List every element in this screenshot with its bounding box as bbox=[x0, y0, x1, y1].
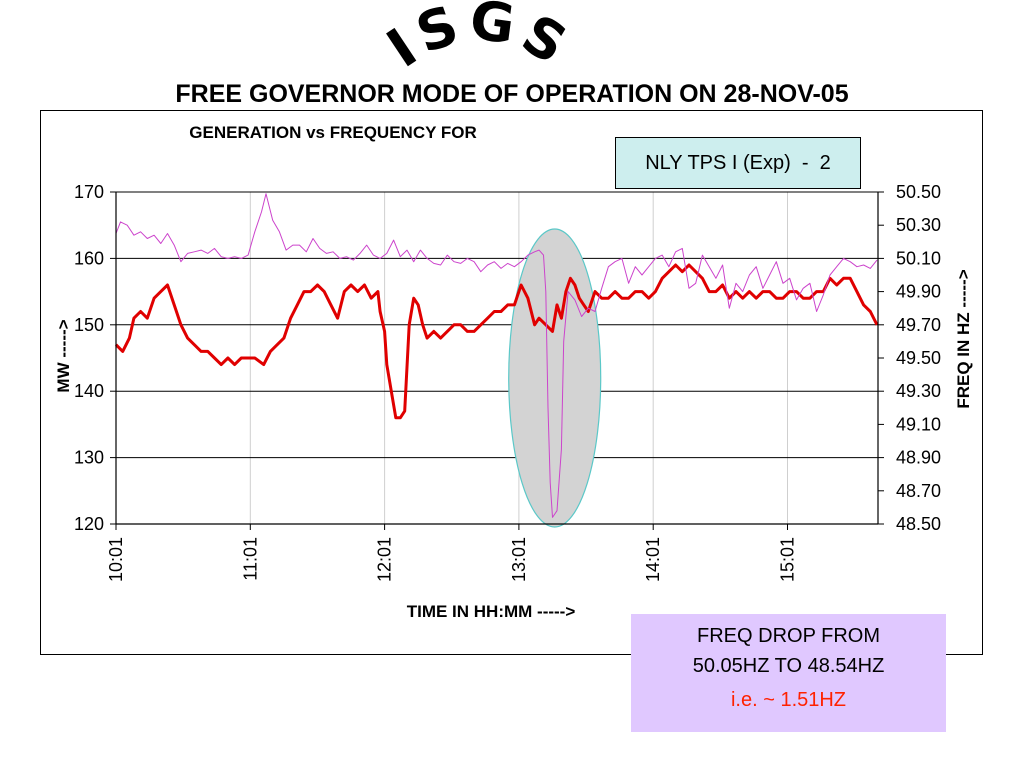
y-right-tick-label: 49.90 bbox=[896, 282, 941, 302]
y-left-tick-label: 140 bbox=[74, 381, 104, 401]
y-right-tick-label: 50.30 bbox=[896, 215, 941, 235]
y-right-tick-label: 48.50 bbox=[896, 514, 941, 534]
chart-title: GENERATION vs FREQUENCY FOR bbox=[189, 123, 476, 142]
x-tick-label: 11:01 bbox=[240, 537, 260, 581]
frequency-line bbox=[115, 193, 878, 518]
chart-frame: 120 130 140 150 160 170 48.50 48.70 48.90 49.10 49… bbox=[40, 110, 983, 655]
y-left-tick-label: 170 bbox=[74, 182, 104, 202]
y-right-tick-label: 50.50 bbox=[896, 182, 941, 202]
y-right-tick-label: 48.90 bbox=[896, 448, 941, 468]
y-right-tick-label: 49.70 bbox=[896, 315, 941, 335]
y-axis-left-title: MW -----> bbox=[54, 319, 73, 392]
series-layer bbox=[114, 193, 879, 518]
y-left-tick-label: 130 bbox=[74, 448, 104, 468]
x-tick-label: 15:01 bbox=[778, 537, 798, 582]
x-tick-label: 12:01 bbox=[375, 537, 395, 582]
y-right-tick-label: 48.70 bbox=[896, 481, 941, 501]
x-axis-title: TIME IN HH:MM -----> bbox=[407, 602, 576, 621]
generation-line bbox=[114, 263, 879, 420]
gridlines bbox=[115, 191, 878, 525]
note-line-2: 50.05HZ TO 48.54HZ bbox=[692, 655, 885, 677]
note-line-3: i.e. ~ 1.51HZ bbox=[730, 689, 847, 711]
y-axis-right-title: FREQ IN HZ -----> bbox=[954, 269, 973, 408]
y-right-tick-label: 49.30 bbox=[896, 381, 941, 401]
y-left-tick-label: 160 bbox=[74, 248, 104, 268]
x-tick-label: 14:01 bbox=[643, 537, 663, 582]
y-left-tick-label: 150 bbox=[74, 315, 104, 335]
isgs-logo-text: ISGS bbox=[376, 0, 582, 80]
y-right-tick-label: 49.10 bbox=[896, 414, 941, 434]
x-tick-label: 13:01 bbox=[509, 537, 529, 582]
unit-label-box: NLY TPS I (Exp) - 2 bbox=[615, 137, 861, 189]
frequency-drop-note: FREQ DROP FROM 50.05HZ TO 48.54HZ i.e. ~… bbox=[631, 614, 946, 732]
highlight-ellipse bbox=[508, 228, 602, 528]
y-right-tick-label: 50.10 bbox=[896, 248, 941, 268]
axes: 120 130 140 150 160 170 48.50 48.70 48.90 49.10 49… bbox=[74, 182, 941, 582]
note-line-1: FREQ DROP FROM bbox=[697, 625, 880, 647]
x-tick-label: 10:01 bbox=[106, 537, 126, 582]
isgs-logo: ISGS bbox=[376, 0, 582, 80]
chart: 120 130 140 150 160 170 48.50 48.70 48.90 49.10 49… bbox=[54, 123, 973, 621]
y-right-tick-label: 49.50 bbox=[896, 348, 941, 368]
y-left-tick-label: 120 bbox=[74, 514, 104, 534]
slide-title: FREE GOVERNOR MODE OF OPERATION ON 28-NO… bbox=[175, 80, 849, 108]
highlight-layer bbox=[508, 228, 602, 528]
